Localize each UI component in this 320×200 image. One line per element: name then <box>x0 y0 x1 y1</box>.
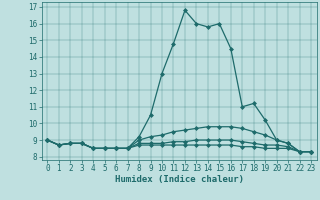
X-axis label: Humidex (Indice chaleur): Humidex (Indice chaleur) <box>115 175 244 184</box>
